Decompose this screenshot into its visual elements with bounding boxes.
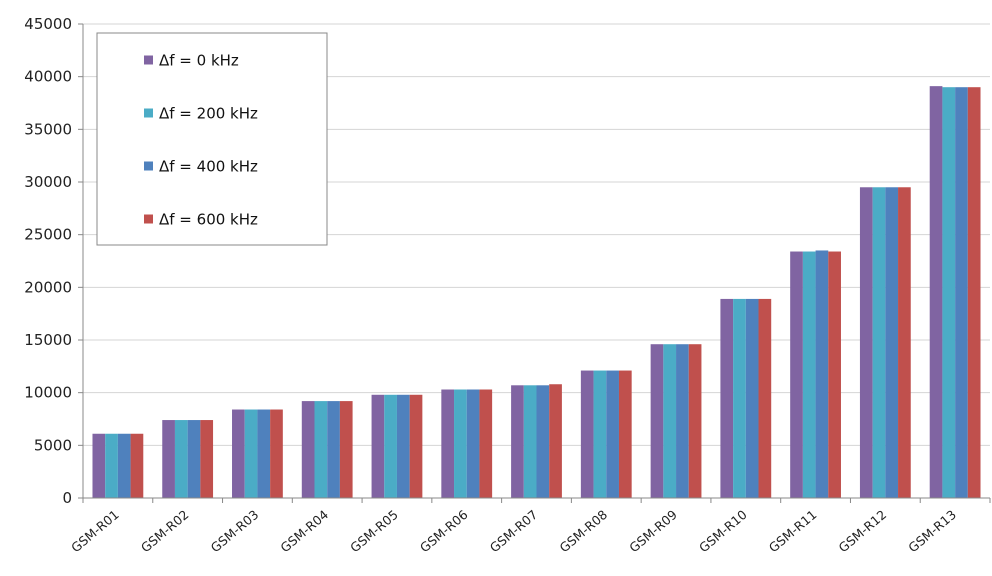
bar — [828, 251, 841, 498]
legend: Δf = 0 kHz Δf = 200 kHz Δf = 400 kHz Δf = 6… — [96, 32, 328, 246]
bar — [174, 420, 188, 498]
bar — [872, 187, 886, 498]
bar — [479, 389, 493, 498]
x-tick-label: GSM-R05 — [347, 507, 401, 555]
bar — [549, 384, 562, 498]
x-tick-label: GSM-R03 — [208, 507, 262, 555]
bar — [745, 298, 759, 498]
bar — [441, 389, 455, 498]
legend-swatch — [144, 55, 153, 65]
bar — [523, 385, 537, 498]
bar — [942, 87, 956, 498]
legend-box — [96, 32, 328, 246]
bar — [466, 389, 480, 498]
bar — [384, 394, 397, 498]
x-tick-label: GSM-R09 — [626, 507, 680, 555]
legend-label: Δf = 0 kHz — [159, 52, 239, 70]
y-axis-ticks: 0 5000 10000 15000 20000 25000 30000 35000 40000… — [24, 15, 84, 507]
bar — [802, 251, 816, 498]
x-tick-label: GSM-R06 — [417, 507, 471, 555]
y-tick-label: 45000 — [24, 15, 72, 33]
bar — [257, 409, 271, 498]
bar — [454, 389, 467, 498]
bar — [885, 187, 899, 498]
legend-swatch — [144, 214, 153, 224]
legend-label: Δf = 400 kHz — [159, 158, 258, 176]
bar — [967, 87, 981, 498]
bar — [606, 370, 619, 498]
bar — [720, 298, 734, 498]
bar — [130, 433, 144, 498]
bar — [314, 401, 328, 498]
x-tick-label: GSM-R07 — [487, 507, 541, 555]
bar — [105, 433, 118, 498]
bar — [371, 394, 385, 498]
bar — [650, 344, 664, 498]
x-tick-label: GSM-R02 — [138, 507, 192, 555]
bar — [117, 433, 131, 498]
legend-label: Δf = 600 kHz — [159, 211, 258, 229]
y-tick-label: 40000 — [24, 68, 72, 86]
y-tick-label: 30000 — [24, 173, 72, 191]
x-tick-label: GSM-R04 — [277, 507, 331, 555]
bar — [593, 370, 607, 498]
bar — [859, 187, 873, 498]
bar — [327, 401, 340, 498]
x-tick-label: GSM-R13 — [905, 507, 959, 555]
bar — [301, 401, 315, 498]
legend-label: Δf = 200 kHz — [159, 105, 258, 123]
bar — [758, 298, 772, 498]
x-tick-label: GSM-R08 — [556, 507, 610, 555]
x-tick-label: GSM-R01 — [68, 507, 122, 555]
bar — [162, 420, 175, 498]
bar — [536, 385, 550, 498]
y-tick-label: 5000 — [34, 436, 72, 454]
bar — [187, 420, 201, 498]
x-tick-label: GSM-R10 — [696, 507, 750, 555]
legend-swatch — [144, 108, 153, 118]
bar — [688, 344, 702, 498]
bar — [618, 370, 632, 498]
bar — [790, 251, 803, 498]
y-tick-label: 0 — [62, 489, 72, 507]
bar — [898, 187, 911, 498]
bar — [663, 344, 677, 498]
y-tick-label: 15000 — [24, 331, 72, 349]
y-tick-label: 10000 — [24, 384, 72, 402]
x-axis-ticks: GSM-R01 GSM-R02 GSM-R03 GSM-R04 GSM-R05 GSM-R… — [68, 498, 991, 555]
x-tick-label: GSM-R11 — [766, 507, 820, 555]
legend-swatch — [144, 161, 153, 171]
bar — [676, 344, 689, 498]
bar — [511, 385, 524, 498]
y-tick-label: 20000 — [24, 278, 72, 296]
bar — [396, 394, 410, 498]
bar — [929, 86, 943, 498]
bar — [580, 370, 594, 498]
bar — [244, 409, 258, 498]
bar — [339, 401, 353, 498]
bar — [270, 409, 283, 498]
y-tick-label: 35000 — [24, 120, 72, 138]
bar — [92, 433, 106, 498]
bar — [200, 420, 214, 498]
bar — [232, 409, 245, 498]
bar — [733, 298, 746, 498]
x-tick-label: GSM-R12 — [836, 507, 890, 555]
y-tick-label: 25000 — [24, 226, 72, 244]
bar — [409, 394, 423, 498]
bars — [92, 86, 981, 498]
bar — [955, 87, 968, 498]
bar — [815, 250, 829, 498]
